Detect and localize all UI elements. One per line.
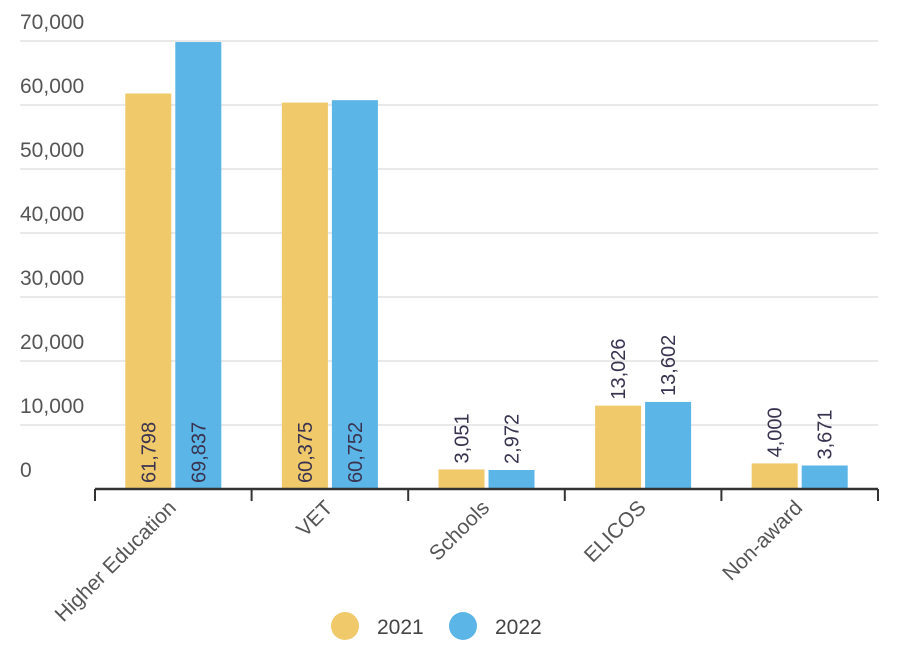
bar-2022 — [801, 465, 848, 489]
x-tick-label: ELICOS — [580, 496, 651, 567]
data-label: 3,051 — [452, 413, 474, 463]
data-label: 4,000 — [765, 407, 787, 457]
y-tick-label: 10,000 — [20, 395, 84, 418]
bar-2021 — [751, 463, 798, 489]
bar-2021 — [438, 469, 485, 489]
x-tick-label: VET — [292, 496, 337, 541]
legend-swatch — [449, 612, 477, 640]
data-label: 3,671 — [815, 409, 837, 459]
data-label: 60,752 — [345, 422, 367, 483]
legend-label: 2021 — [377, 616, 424, 639]
y-axis-ticks: 0 10,000 20,000 30,000 40,000 50,000 60,000 70,… — [20, 11, 84, 482]
bar-2021 — [595, 405, 642, 489]
y-tick-label: 40,000 — [20, 203, 84, 226]
bar-2021 — [281, 102, 328, 489]
data-label: 13,602 — [658, 335, 680, 396]
legend-label: 2022 — [495, 616, 542, 639]
data-label: 69,837 — [188, 422, 210, 483]
bar-2022 — [331, 100, 378, 490]
data-label: 2,972 — [502, 414, 524, 464]
bar-2022 — [488, 469, 535, 489]
y-tick-label: 70,000 — [20, 11, 84, 34]
legend: 2021 2022 — [331, 612, 542, 640]
y-tick-label: 50,000 — [20, 139, 84, 162]
y-tick-label: 60,000 — [20, 75, 84, 98]
x-tick-label: Schools — [425, 496, 494, 565]
bars: 61,798 69,837 60,375 60,752 3,051 2,972 13,026… — [125, 42, 848, 490]
x-tick-label: Non-award — [718, 496, 807, 585]
y-tick-label: 20,000 — [20, 331, 84, 354]
x-axis-tick-labels: Higher Education VET Schools ELICOS Non-awar… — [51, 496, 808, 626]
x-tick-label: Higher Education — [51, 496, 181, 626]
data-label: 61,798 — [138, 422, 160, 483]
data-label: 60,375 — [295, 422, 317, 483]
legend-swatch — [331, 612, 359, 640]
data-label: 13,026 — [608, 338, 630, 399]
bar-2021 — [125, 93, 172, 489]
bar-2022 — [645, 401, 692, 489]
y-tick-label: 30,000 — [20, 267, 84, 290]
bar-2022 — [175, 42, 222, 489]
x-axis — [94, 487, 879, 501]
y-tick-label: 0 — [20, 459, 32, 482]
